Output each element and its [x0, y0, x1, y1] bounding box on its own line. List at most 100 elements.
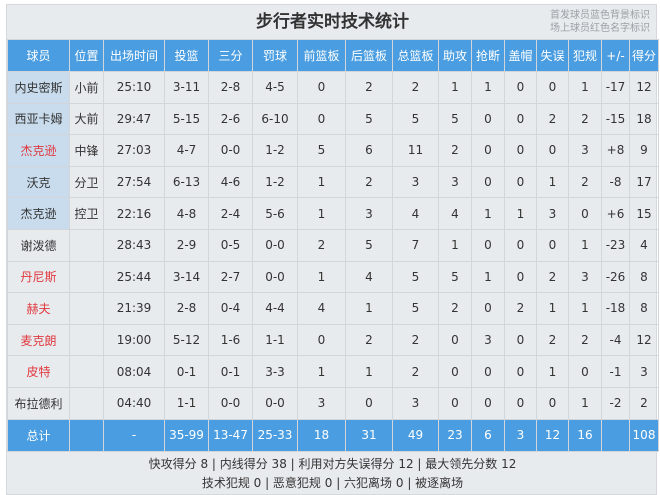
stat-cell: 29:47 [103, 102, 165, 136]
stat-cell: 25:44 [103, 260, 165, 294]
stat-cell: 4 [345, 260, 393, 294]
page-title: 步行者实时技术统计 [256, 12, 409, 32]
stat-cell: 0-5 [208, 228, 253, 262]
stat-cell: 0 [504, 102, 537, 136]
column-header: 位置 [69, 39, 104, 72]
stats-table: 球员 位置 出场时间 投篮 三分 罚球 前篮板 后篮板 总篮板 助攻 抢断 盖帽 失误 犯规 +/- 得分 内… [7, 39, 659, 452]
stat-cell: 1 [471, 197, 505, 230]
stat-cell: 0-4 [208, 292, 253, 325]
stat-cell: -4 [601, 323, 630, 357]
stat-cell: 3-3 [252, 355, 298, 388]
stat-cell: 2-6 [208, 102, 253, 136]
player-name: 赫夫 [7, 292, 70, 325]
stat-cell: 21:39 [103, 292, 165, 325]
player-row: 丹尼斯 25:44 3-14 2-7 0-0 1 4 5 5 1 0 2 3 -26 8 [7, 260, 659, 294]
stat-cell: -8 [601, 165, 630, 199]
stat-cell: 7 [392, 228, 439, 262]
stat-cell: 27:54 [103, 165, 165, 199]
stat-cell: 2 [568, 102, 602, 136]
legend-starter: 首发球员蓝色背景标识 [550, 10, 650, 21]
player-row: 谢泼德 28:43 2-9 0-5 0-0 2 5 7 1 0 0 0 1 -23 4 [7, 228, 659, 262]
stat-cell: 5-12 [164, 323, 209, 357]
stat-cell: 0-0 [208, 134, 253, 167]
legend-on-court: 场上球员红色名字标识 [550, 23, 650, 34]
stats-panel: 步行者实时技术统计 首发球员蓝色背景标识 场上球员红色名字标识 球员 位置 出场时间… [6, 4, 659, 495]
stat-cell: 5 [297, 134, 346, 167]
stat-cell: 1 [345, 292, 393, 325]
stat-cell: 2 [504, 292, 537, 325]
player-name: 布拉德利 [7, 386, 70, 420]
player-row: 西亚卡姆 大前 29:47 5-15 2-6 6-10 0 5 5 5 0 0 2 2 -15 18 [7, 102, 659, 136]
stat-cell: 3 [536, 197, 569, 230]
stat-cell: 0 [536, 386, 569, 420]
stat-cell: 22:16 [103, 197, 165, 230]
column-header: 前篮板 [297, 39, 346, 72]
stat-cell: 2 [345, 71, 393, 104]
stat-cell: 2-4 [208, 197, 253, 230]
stat-cell: 3 [438, 165, 472, 199]
stat-cell [69, 228, 104, 262]
stat-cell: 1 [471, 71, 505, 104]
stat-cell: -2 [601, 386, 630, 420]
total-cell: 108 [629, 418, 659, 452]
column-header: 得分 [629, 39, 659, 72]
summary-line-1: 快攻得分 8 | 内线得分 38 | 利用对方失误得分 12 | 最大领先分数 … [148, 457, 517, 471]
stat-cell: 0 [438, 386, 472, 420]
total-cell: 3 [504, 418, 537, 452]
total-cell: - [103, 418, 165, 452]
stat-cell: 0-1 [208, 355, 253, 388]
stat-cell: -15 [601, 102, 630, 136]
stat-cell: 08:04 [103, 355, 165, 388]
stat-cell: 9 [629, 134, 659, 167]
summary-line-2: 技术犯规 0 | 恶意犯规 0 | 六犯离场 0 | 被逐离场 [201, 476, 464, 490]
stat-cell: 5 [345, 228, 393, 262]
stat-cell: 5 [392, 102, 439, 136]
stat-cell: 2-8 [164, 292, 209, 325]
stat-cell: 中锋 [69, 134, 104, 167]
stat-cell: 4-5 [252, 71, 298, 104]
stat-cell [69, 260, 104, 294]
stat-cell: 1 [568, 71, 602, 104]
player-name: 杰克逊 [7, 197, 70, 230]
stat-cell: 6 [345, 134, 393, 167]
stat-cell: 0 [297, 102, 346, 136]
stat-cell: 5-15 [164, 102, 209, 136]
stat-cell: 0 [504, 71, 537, 104]
total-cell: 16 [568, 418, 602, 452]
stat-cell: 5 [345, 102, 393, 136]
stat-cell: 3-11 [164, 71, 209, 104]
stat-cell: 0 [438, 355, 472, 388]
player-name: 丹尼斯 [7, 260, 70, 294]
stat-cell: 5-6 [252, 197, 298, 230]
stat-cell: 0 [471, 292, 505, 325]
stat-cell: 0 [568, 355, 602, 388]
column-header: 罚球 [252, 39, 298, 72]
stat-cell: 1-1 [164, 386, 209, 420]
stat-cell: 8 [629, 260, 659, 294]
stat-cell: 4-6 [208, 165, 253, 199]
stat-cell: 1 [297, 197, 346, 230]
player-name: 谢泼德 [7, 228, 70, 262]
stat-cell: 1 [536, 355, 569, 388]
stat-cell: 4-7 [164, 134, 209, 167]
stat-cell: 1 [438, 228, 472, 262]
total-cell: 13-47 [208, 418, 253, 452]
stat-cell: 15 [629, 197, 659, 230]
stat-cell: 1 [536, 165, 569, 199]
stat-cell: 2 [345, 323, 393, 357]
total-cell: 18 [297, 418, 346, 452]
stat-cell: 0 [504, 323, 537, 357]
stat-cell: 1 [297, 260, 346, 294]
legend-note: 首发球员蓝色背景标识 场上球员红色名字标识 [550, 9, 650, 35]
stat-cell: 0 [504, 355, 537, 388]
total-cell: 49 [392, 418, 439, 452]
stat-cell: 0 [536, 228, 569, 262]
stat-cell: 1-6 [208, 323, 253, 357]
stat-cell: 0 [297, 323, 346, 357]
stat-cell: 3 [568, 134, 602, 167]
stat-cell: 大前 [69, 102, 104, 136]
player-row: 沃克 分卫 27:54 6-13 4-6 1-2 1 2 3 3 0 0 1 2 -8 17 [7, 165, 659, 199]
stat-cell: 1 [568, 386, 602, 420]
stat-cell: 4 [438, 197, 472, 230]
column-header: 助攻 [438, 39, 472, 72]
